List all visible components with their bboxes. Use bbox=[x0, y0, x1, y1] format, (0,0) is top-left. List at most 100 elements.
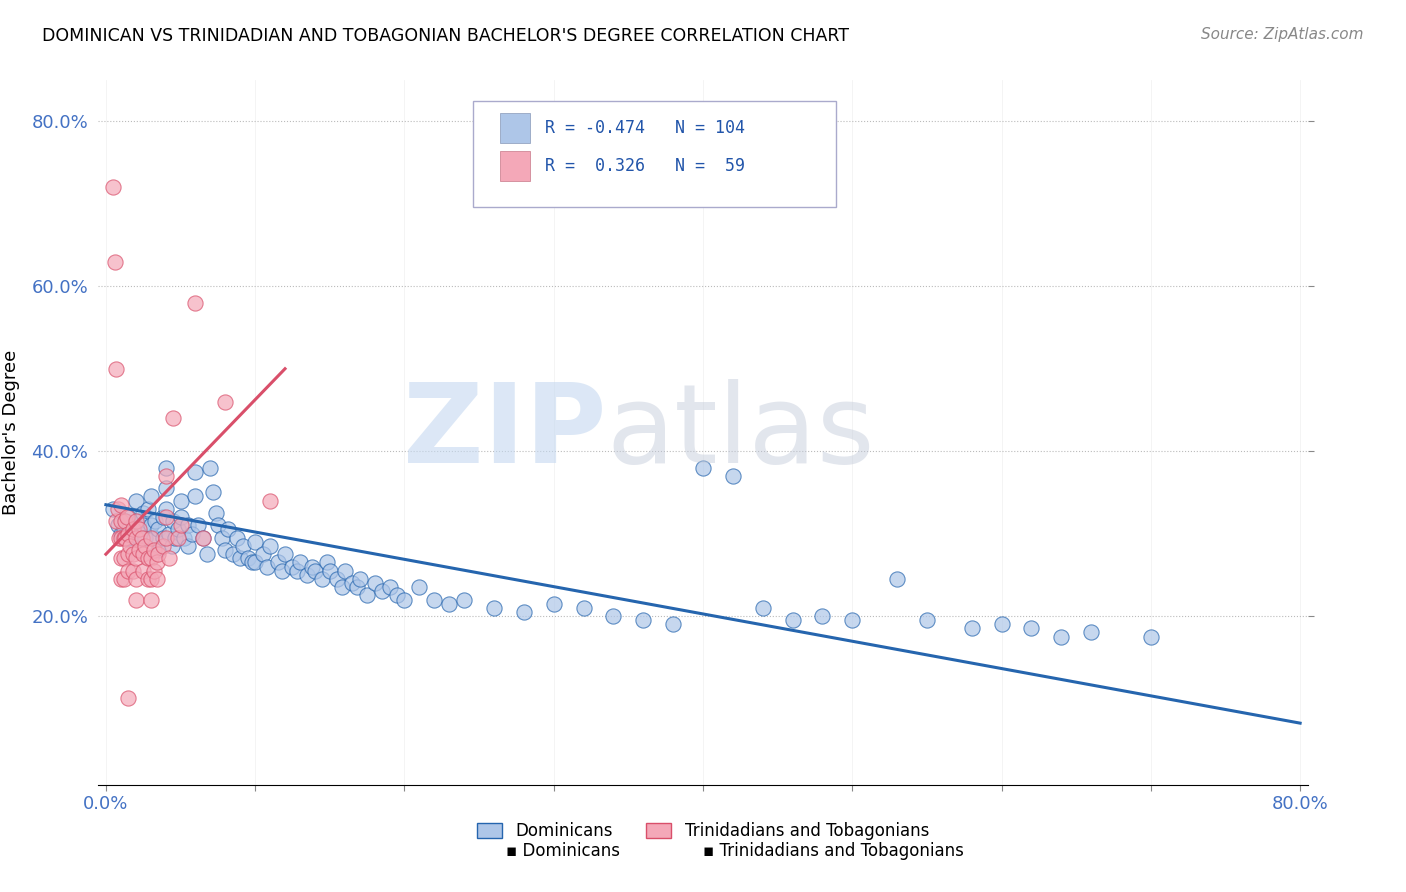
Point bbox=[121, 564, 143, 578]
Point bbox=[139, 490, 162, 504]
Point bbox=[692, 460, 714, 475]
Point bbox=[330, 580, 353, 594]
Point bbox=[118, 539, 141, 553]
Point bbox=[125, 493, 148, 508]
Point bbox=[259, 539, 281, 553]
Point bbox=[304, 564, 326, 578]
Point bbox=[205, 506, 228, 520]
Point bbox=[155, 510, 177, 524]
Point bbox=[157, 526, 180, 541]
Point bbox=[103, 501, 125, 516]
Point bbox=[143, 514, 166, 528]
Point bbox=[152, 531, 174, 545]
Point bbox=[110, 572, 132, 586]
Text: atlas: atlas bbox=[606, 379, 875, 486]
Point bbox=[132, 564, 155, 578]
Point bbox=[363, 576, 385, 591]
Point bbox=[394, 592, 416, 607]
Text: R =  0.326   N =  59: R = 0.326 N = 59 bbox=[544, 157, 745, 175]
Point bbox=[112, 523, 135, 537]
Point bbox=[184, 465, 207, 479]
Point bbox=[1080, 625, 1102, 640]
Point bbox=[602, 609, 624, 624]
Point bbox=[112, 572, 135, 586]
Point bbox=[146, 547, 169, 561]
Point bbox=[117, 526, 139, 541]
Point bbox=[117, 691, 139, 706]
Point bbox=[232, 539, 254, 553]
Point bbox=[169, 510, 191, 524]
Point bbox=[139, 592, 162, 607]
Point bbox=[146, 523, 169, 537]
Point bbox=[207, 518, 229, 533]
Point bbox=[117, 510, 139, 524]
Text: R = -0.474   N = 104: R = -0.474 N = 104 bbox=[544, 120, 745, 137]
FancyBboxPatch shape bbox=[474, 102, 837, 207]
Point bbox=[1140, 630, 1163, 644]
Point bbox=[349, 572, 371, 586]
Point bbox=[131, 531, 153, 545]
Point bbox=[197, 547, 219, 561]
Point bbox=[326, 572, 349, 586]
Point bbox=[662, 617, 685, 632]
Y-axis label: Bachelor's Degree: Bachelor's Degree bbox=[1, 350, 20, 516]
Point bbox=[110, 498, 132, 512]
Point bbox=[108, 531, 131, 545]
Point bbox=[633, 613, 655, 627]
Point bbox=[134, 531, 156, 545]
Point bbox=[114, 514, 136, 528]
Point bbox=[152, 539, 174, 553]
Point bbox=[271, 564, 294, 578]
Point bbox=[142, 564, 165, 578]
Point bbox=[117, 531, 139, 545]
Point bbox=[128, 531, 150, 545]
Point bbox=[155, 531, 177, 545]
Point bbox=[173, 531, 195, 545]
Point bbox=[202, 485, 225, 500]
Point bbox=[191, 531, 214, 545]
Point bbox=[184, 295, 207, 310]
Point bbox=[136, 551, 159, 566]
Point bbox=[259, 493, 281, 508]
Point bbox=[105, 514, 128, 528]
Point bbox=[177, 539, 200, 553]
Point bbox=[315, 556, 337, 570]
Point bbox=[217, 523, 239, 537]
Point bbox=[121, 523, 143, 537]
Point bbox=[482, 600, 505, 615]
Point bbox=[142, 531, 165, 545]
Point bbox=[243, 534, 266, 549]
Point bbox=[152, 510, 174, 524]
Point bbox=[222, 547, 245, 561]
Point bbox=[811, 609, 834, 624]
Point bbox=[311, 572, 333, 586]
Point bbox=[166, 531, 188, 545]
Point bbox=[128, 514, 150, 528]
Point bbox=[285, 564, 308, 578]
Point bbox=[115, 510, 138, 524]
Text: ZIP: ZIP bbox=[404, 379, 606, 486]
Point bbox=[114, 531, 136, 545]
Point bbox=[162, 514, 184, 528]
Point bbox=[125, 551, 148, 566]
FancyBboxPatch shape bbox=[501, 152, 530, 181]
Point bbox=[346, 580, 368, 594]
Point bbox=[240, 556, 263, 570]
Point bbox=[132, 506, 155, 520]
Point bbox=[256, 559, 278, 574]
Point bbox=[841, 613, 863, 627]
Point bbox=[236, 551, 259, 566]
Point bbox=[139, 531, 162, 545]
Point bbox=[110, 551, 132, 566]
Point bbox=[136, 572, 159, 586]
Point bbox=[132, 547, 155, 561]
Point bbox=[110, 514, 132, 528]
Point bbox=[281, 559, 304, 574]
Point bbox=[117, 547, 139, 561]
Point bbox=[125, 531, 148, 545]
Point bbox=[128, 523, 150, 537]
Point bbox=[169, 493, 191, 508]
Point bbox=[128, 543, 150, 558]
Point bbox=[132, 518, 155, 533]
Point bbox=[155, 481, 177, 495]
